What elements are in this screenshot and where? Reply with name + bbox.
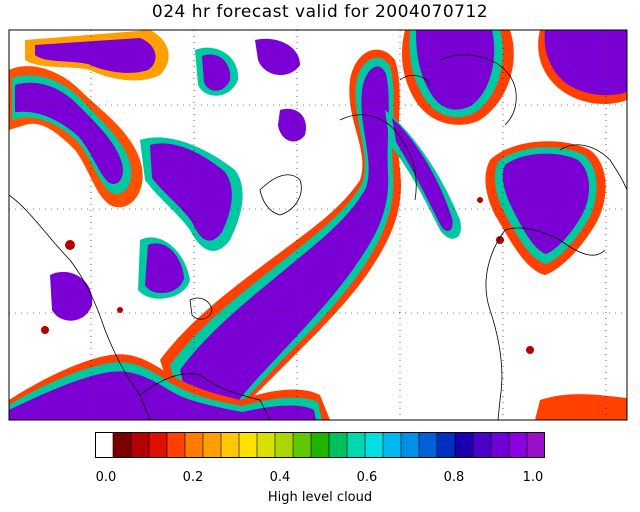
colorbar-cell: [491, 432, 510, 458]
colorbar-cell: [347, 432, 366, 458]
colorbar-cell: [185, 432, 204, 458]
colorbar-cell: [509, 432, 528, 458]
colorbar-cell: [437, 432, 456, 458]
colorbar-tick-5: 1.0: [522, 470, 544, 485]
colorbar-cell: [275, 432, 294, 458]
colorbar-border: [95, 432, 545, 458]
colorbar-cell: [419, 432, 438, 458]
colorbar-cell: [311, 432, 330, 458]
colorbar-cell: [257, 432, 276, 458]
colorbar-cell: [293, 432, 312, 458]
cloud-field: [9, 30, 627, 420]
map-frame: [8, 29, 628, 421]
colorbar-cell: [113, 432, 132, 458]
colorbar-cell: [455, 432, 474, 458]
colorbar-cell: [383, 432, 402, 458]
colorbar-cell: [221, 432, 240, 458]
colorbar-cell: [365, 432, 384, 458]
colorbar-cell: [401, 432, 420, 458]
colorbar-cell: [473, 432, 492, 458]
colorbar-tick-3: 0.6: [356, 470, 378, 485]
graticule: [9, 30, 627, 420]
colorbar-cell: [527, 432, 545, 458]
colorbar-cell: [329, 432, 348, 458]
colorbar-tick-2: 0.4: [269, 470, 291, 485]
coastlines: [9, 54, 627, 420]
colorbar-cell: [149, 432, 168, 458]
colorbar-cell: [95, 432, 114, 458]
colorbar-cell: [203, 432, 222, 458]
colorbar: [95, 432, 545, 458]
colorbar-tick-4: 0.8: [443, 470, 465, 485]
forecast-title: 024 hr forecast valid for 2004070712: [151, 2, 489, 22]
colorbar-tick-0: 0.0: [95, 470, 117, 485]
colorbar-cell: [167, 432, 186, 458]
colorbar-label: High level cloud: [267, 490, 373, 505]
colorbar-tick-1: 0.2: [182, 470, 204, 485]
colorbar-cell: [239, 432, 258, 458]
colorbar-cell: [131, 432, 150, 458]
